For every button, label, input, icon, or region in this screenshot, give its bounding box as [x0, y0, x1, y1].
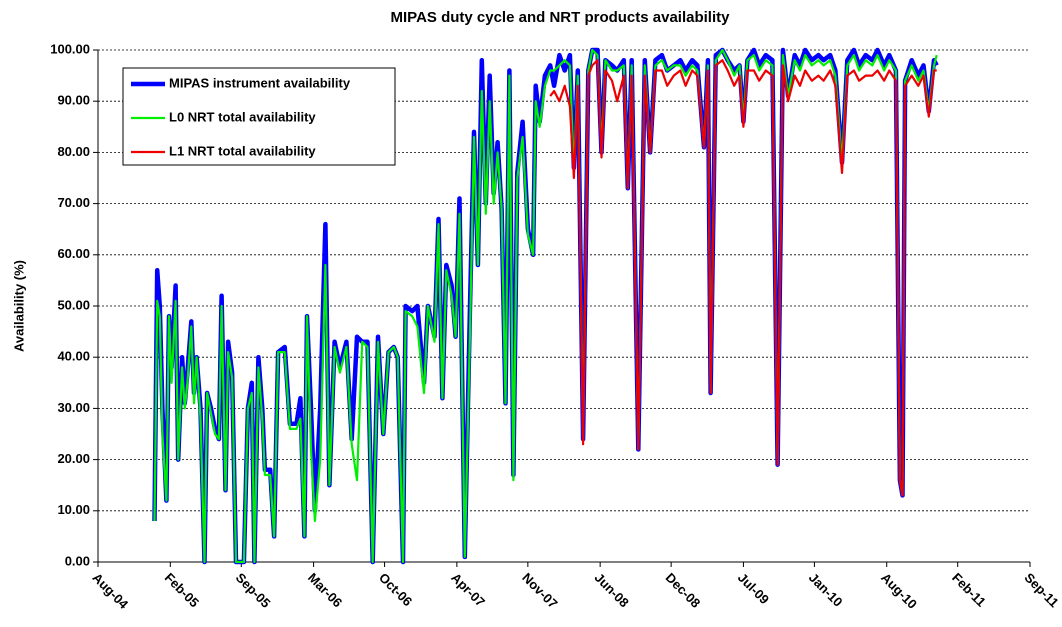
x-tick-label: Feb-11 [949, 570, 989, 610]
x-tick-label: Apr-07 [448, 570, 488, 610]
legend-label: MIPAS instrument availability [169, 75, 351, 90]
y-tick-label: 10.00 [57, 502, 90, 517]
series-line [153, 48, 938, 564]
x-tick-label: Aug-04 [89, 570, 131, 612]
y-tick-label: 90.00 [57, 93, 90, 108]
y-tick-label: 80.00 [57, 144, 90, 159]
x-tick-label: Nov-07 [519, 570, 560, 611]
x-tick-label: Sep-11 [1021, 570, 1061, 610]
legend-label: L1 NRT total availability [169, 143, 316, 158]
y-tick-label: 40.00 [57, 349, 90, 364]
x-tick-label: Oct-06 [376, 570, 415, 609]
x-tick-label: Dec-08 [663, 570, 704, 611]
x-tick-label: Jan-10 [806, 570, 846, 610]
x-tick-label: Jun-08 [592, 570, 632, 610]
y-tick-label: 0.00 [65, 553, 90, 568]
y-tick-label: 50.00 [57, 297, 90, 312]
y-tick-label: 20.00 [57, 451, 90, 466]
y-tick-label: 30.00 [57, 400, 90, 415]
x-tick-label: Sep-05 [233, 570, 274, 611]
legend-box [122, 67, 396, 166]
y-axis-label: Availability (%) [11, 260, 26, 352]
y-tick-label: 70.00 [57, 195, 90, 210]
x-tick-label: Jul-09 [735, 570, 772, 607]
legend-label: L0 NRT total availability [169, 109, 316, 124]
chart-title: MIPAS duty cycle and NRT products availa… [391, 9, 731, 26]
x-tick-label: Aug-10 [878, 570, 920, 612]
series-line [549, 59, 937, 497]
y-tick-label: 60.00 [57, 246, 90, 261]
x-tick-label: Mar-06 [305, 570, 345, 610]
x-tick-label: Feb-05 [162, 570, 202, 610]
y-tick-label: 100.00 [50, 41, 90, 56]
